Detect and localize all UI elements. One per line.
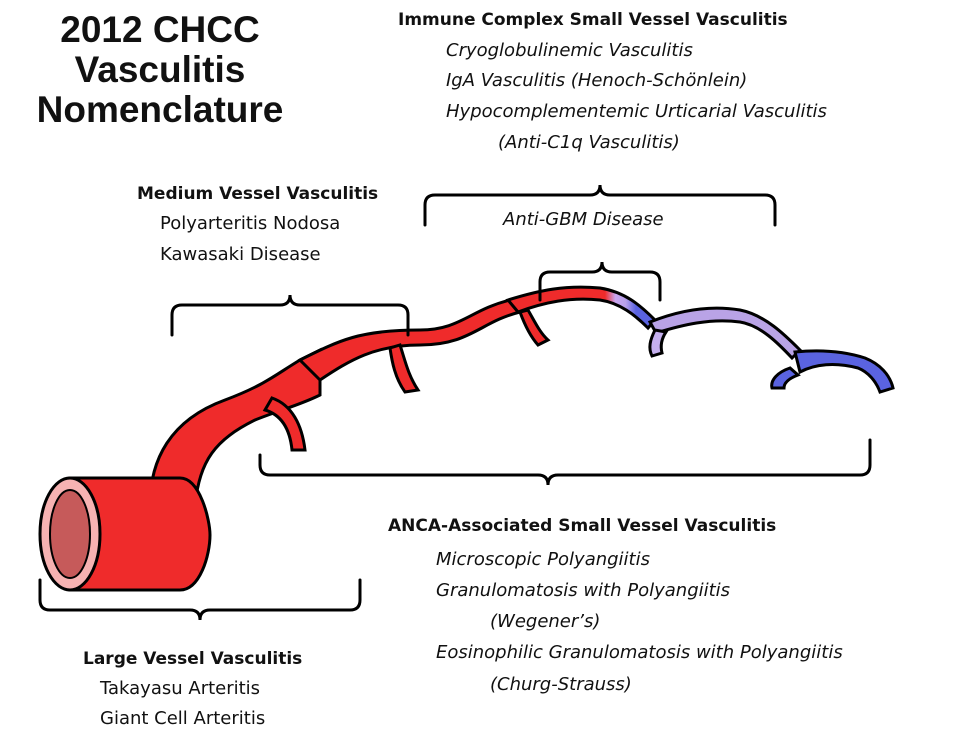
large-vessel-heading: Large Vessel Vasculitis — [83, 649, 303, 669]
side-branch-2 — [388, 343, 421, 394]
medium-vessel-heading: Medium Vessel Vasculitis — [137, 184, 379, 204]
side-branch-1 — [262, 396, 307, 452]
medium-vessel-item-2: Kawasaki Disease — [160, 244, 321, 265]
medium-vessel-item-1: Polyarteritis Nodosa — [160, 213, 341, 234]
title-line-3: Nomenclature — [36, 89, 284, 130]
large-vessel-lumen — [49, 489, 91, 579]
capillary-arch — [647, 306, 803, 361]
immune-complex-item-4: (Anti-C1q Vasculitis) — [498, 132, 680, 153]
bracket-immune-complex — [423, 184, 777, 227]
anca-item-5: (Churg-Strauss) — [490, 674, 632, 695]
title-line-2: Vasculitis — [74, 49, 246, 90]
side-branch-4 — [648, 328, 669, 358]
bracket-anca — [258, 438, 872, 486]
immune-complex-heading: Immune Complex Small Vessel Vasculitis — [398, 10, 788, 30]
title-line-1: 2012 CHCC — [60, 9, 260, 50]
anca-heading: ANCA-Associated Small Vessel Vasculitis — [388, 516, 777, 536]
page-title: 2012 CHCC Vasculitis Nomenclature — [20, 10, 300, 130]
bracket-medium-vessel — [170, 294, 410, 337]
anti-gbm-label: Anti-GBM Disease — [503, 209, 664, 230]
large-vessel-body — [68, 476, 212, 592]
venule — [793, 349, 895, 394]
anca-item-4: Eosinophilic Granulomatosis with Polyang… — [436, 642, 843, 663]
immune-complex-item-2: IgA Vasculitis (Henoch-Schönlein) — [446, 70, 748, 91]
anca-item-2: Granulomatosis with Polyangiitis — [436, 580, 731, 601]
bracket-large-vessel — [38, 578, 362, 621]
side-branch-3 — [518, 308, 551, 347]
large-vessel-item-2: Giant Cell Arteritis — [100, 708, 266, 729]
venule-branch — [770, 366, 801, 390]
medium-artery — [297, 298, 523, 382]
anca-item-1: Microscopic Polyangiitis — [436, 549, 650, 570]
immune-complex-item-3: Hypocomplementemic Urticarial Vasculitis — [446, 101, 827, 122]
anca-item-3: (Wegener’s) — [490, 611, 601, 632]
immune-complex-item-1: Cryoglobulinemic Vasculitis — [446, 40, 693, 61]
bracket-anti-gbm — [538, 261, 662, 302]
large-vessel-item-1: Takayasu Arteritis — [100, 678, 261, 699]
